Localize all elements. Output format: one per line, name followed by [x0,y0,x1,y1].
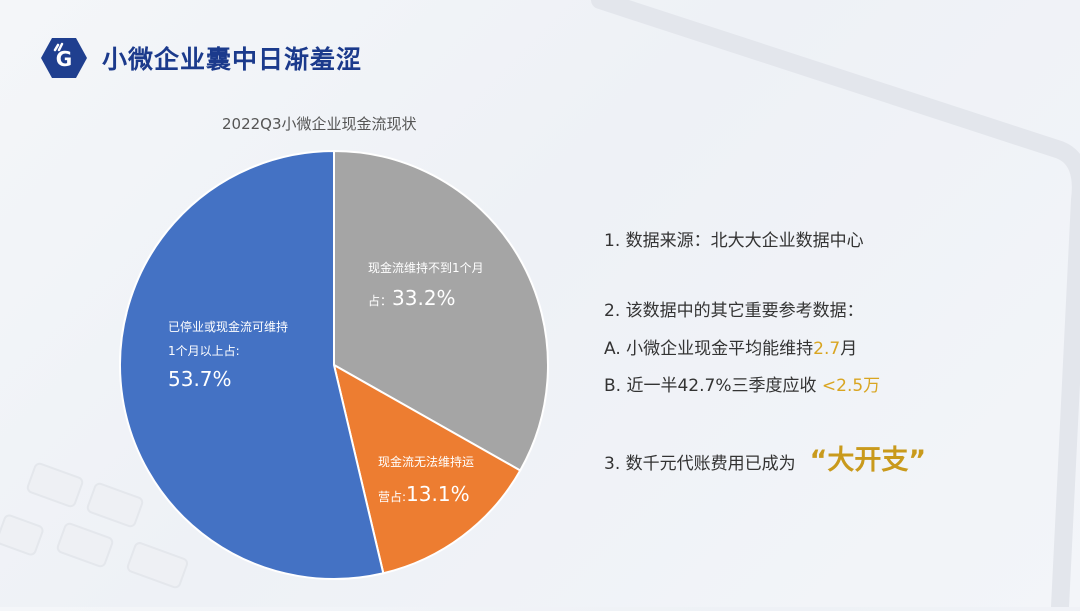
orange-slice-value: 13.1% [406,482,470,506]
pie-label-blue: 已停业或现金流可维持 1个月以上占: 53.7% [168,315,288,391]
note-item-a-suffix: 月 [840,339,858,359]
gray-slice-prefix: 占： [368,294,393,308]
pie-slice-1 [332,363,522,575]
blue-slice-value: 53.7% [168,367,232,391]
pie-slice-2 [119,149,385,580]
note-item-3-text: 3. 数千元代账费用已成为 [604,454,796,474]
note-item-a-value: 2.7 [813,339,841,359]
note-item-a-text: A. 小微企业现金平均能维持 [604,339,814,359]
pie-label-gray: 现金流维持不到1个月 占：33.2% [368,256,484,310]
pie-label-orange: 现金流无法维持运 营占:13.1% [378,450,474,506]
hexagon-hand-g-logo-icon: G [40,36,88,80]
note-data-source: 1. 数据来源：北大大企业数据中心 [604,231,864,251]
note-item-b-text: B. 近一半42.7%三季度应收 [604,376,822,396]
pie-slice-0 [333,149,549,472]
page-title: 小微企业囊中日渐羞涩 [102,45,363,74]
blue-slice-label-line2: 1个月以上占: [168,344,240,358]
note-item-b: B. 近一半42.7%三季度应收 <2.5万 [604,371,880,396]
svg-text:G: G [56,47,72,71]
orange-slice-prefix: 营占: [378,490,407,504]
note-item-3-highlight: “大开支” [809,445,927,476]
orange-slice-label: 现金流无法维持运 [378,455,475,469]
note-item-3: 3. 数千元代账费用已成为 “大开支” [604,445,926,477]
note-item-b-value: <2.5万 [821,376,881,396]
note-other-data-heading: 2. 该数据中的其它重要参考数据： [604,301,864,321]
gray-slice-value: 33.2% [392,286,456,310]
slide-header: G 小微企业囊中日渐羞涩 [40,36,362,80]
note-item-a: A. 小微企业现金平均能维持2.7月 [604,334,857,359]
gray-slice-label: 现金流维持不到1个月 [368,261,484,275]
blue-slice-label-line1: 已停业或现金流可维持 [168,320,289,334]
chart-title: 2022Q3小微企业现金流现状 [222,115,417,133]
